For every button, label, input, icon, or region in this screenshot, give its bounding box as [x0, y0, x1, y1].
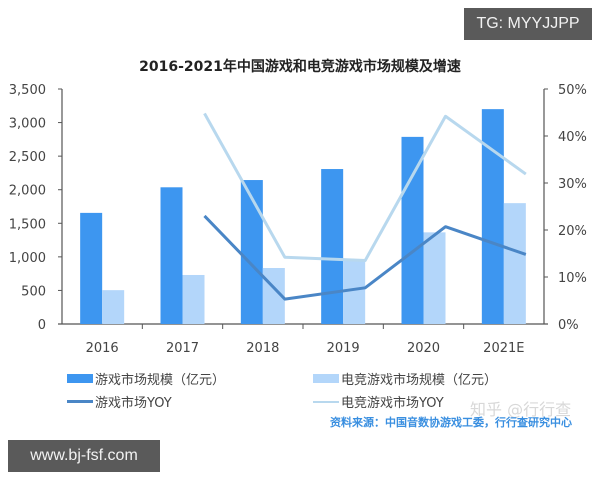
legend-esports-bar: 电竞游戏市场规模（亿元）	[313, 369, 497, 388]
x-tick-label: 2021E	[483, 341, 524, 356]
source-note: 资料来源：中国音数协游戏工委，行行查研究中心	[330, 416, 572, 429]
right-tick-label: 10%	[558, 271, 587, 286]
chart-title: 2016-2021年中国游戏和电竞游戏市场规模及增速	[139, 59, 461, 75]
bar-esports-market	[102, 290, 125, 324]
x-tick-label: 2016	[86, 341, 119, 356]
bar-esports-market	[503, 203, 526, 324]
legend-esports-yoy: 电竞游戏市场YOY	[313, 392, 444, 411]
legend-label: 游戏市场YOY	[95, 396, 172, 411]
bar-game-market	[321, 169, 344, 324]
left-tick-label: 1,500	[9, 217, 46, 232]
left-tick-label: 3,000	[9, 117, 46, 132]
right-tick-label: 50%	[558, 83, 587, 98]
bar-game-market	[160, 187, 183, 324]
left-tick-label: 2,500	[9, 150, 46, 165]
left-tick-label: 0	[38, 318, 46, 333]
bar-game-market	[481, 109, 504, 325]
legend-game-yoy: 游戏市场YOY	[67, 392, 172, 411]
bar-game-market	[80, 212, 103, 324]
left-tick-label: 1,000	[9, 251, 46, 266]
bar-game-market	[401, 136, 424, 324]
line-esports-yoy	[203, 112, 527, 263]
legend-swatch-bar-icon	[67, 374, 93, 383]
legend-swatch-line-icon	[313, 400, 339, 403]
bar-esports-market	[343, 260, 366, 324]
legend-label: 电竞游戏市场YOY	[341, 396, 444, 411]
bar-esports-market	[182, 274, 205, 324]
bar-esports-market	[423, 232, 446, 324]
legend-game-bar: 游戏市场规模（亿元）	[67, 369, 225, 388]
right-tick-label: 20%	[558, 224, 587, 239]
right-tick-label: 30%	[558, 177, 587, 192]
x-tick-label: 2019	[327, 341, 360, 356]
legend-label: 电竞游戏市场规模（亿元）	[341, 373, 498, 388]
x-tick-label: 2020	[407, 341, 440, 356]
right-tick-label: 40%	[558, 130, 587, 145]
bar-game-market	[240, 180, 263, 324]
watermark-badge-top: TG: MYYJJPP	[464, 8, 592, 40]
zhihu-watermark: 知乎 @行行查	[470, 400, 572, 419]
watermark-badge-bottom: www.bj-fsf.com	[8, 440, 160, 472]
left-tick-label: 2,000	[9, 184, 46, 199]
legend-swatch-bar-icon	[313, 374, 339, 383]
left-tick-label: 3,500	[9, 83, 46, 98]
legend-swatch-line-icon	[67, 400, 93, 403]
right-tick-label: 0%	[558, 318, 579, 333]
legend-label: 游戏市场规模（亿元）	[95, 373, 226, 388]
left-tick-label: 500	[21, 284, 46, 299]
line-game-yoy	[203, 214, 527, 301]
x-tick-label: 2018	[246, 341, 279, 356]
x-tick-label: 2017	[166, 341, 199, 356]
